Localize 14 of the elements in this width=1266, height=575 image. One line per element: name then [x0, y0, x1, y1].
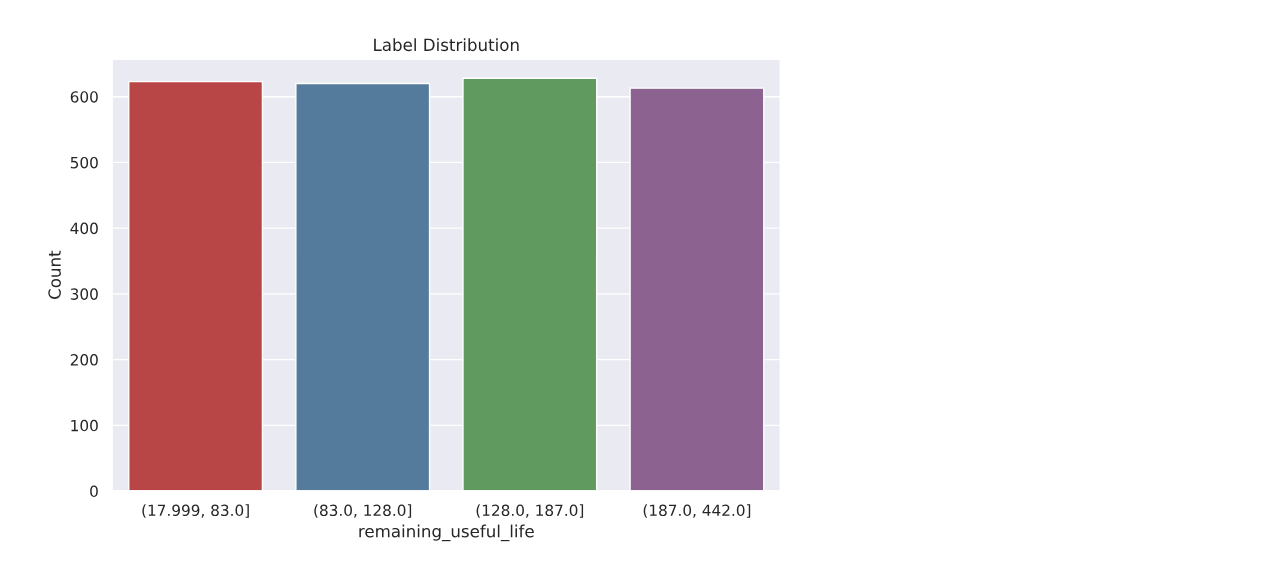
y-tick-label: 100 [71, 419, 98, 432]
y-tick-label: 200 [70, 354, 98, 366]
y-tick-label: 600 [70, 91, 98, 103]
y-tick-label: 400 [70, 222, 98, 235]
chart-title: Label Distribution [374, 38, 519, 52]
y-tick-label: 0 [90, 485, 98, 498]
x-axis-title: remaining_useful_life [359, 524, 534, 542]
x-tick-label: (83.0, 128.0] [314, 504, 412, 518]
y-axis-title: Count [48, 250, 61, 299]
y-tick-label: 300 [70, 288, 98, 300]
x-tick-label: (128.0, 187.0] [476, 504, 584, 518]
x-tick-label: (17.999, 83.0] [142, 504, 249, 518]
x-tick-label: (187.0, 442.0] [643, 504, 751, 518]
y-tick-label: 500 [70, 156, 98, 169]
